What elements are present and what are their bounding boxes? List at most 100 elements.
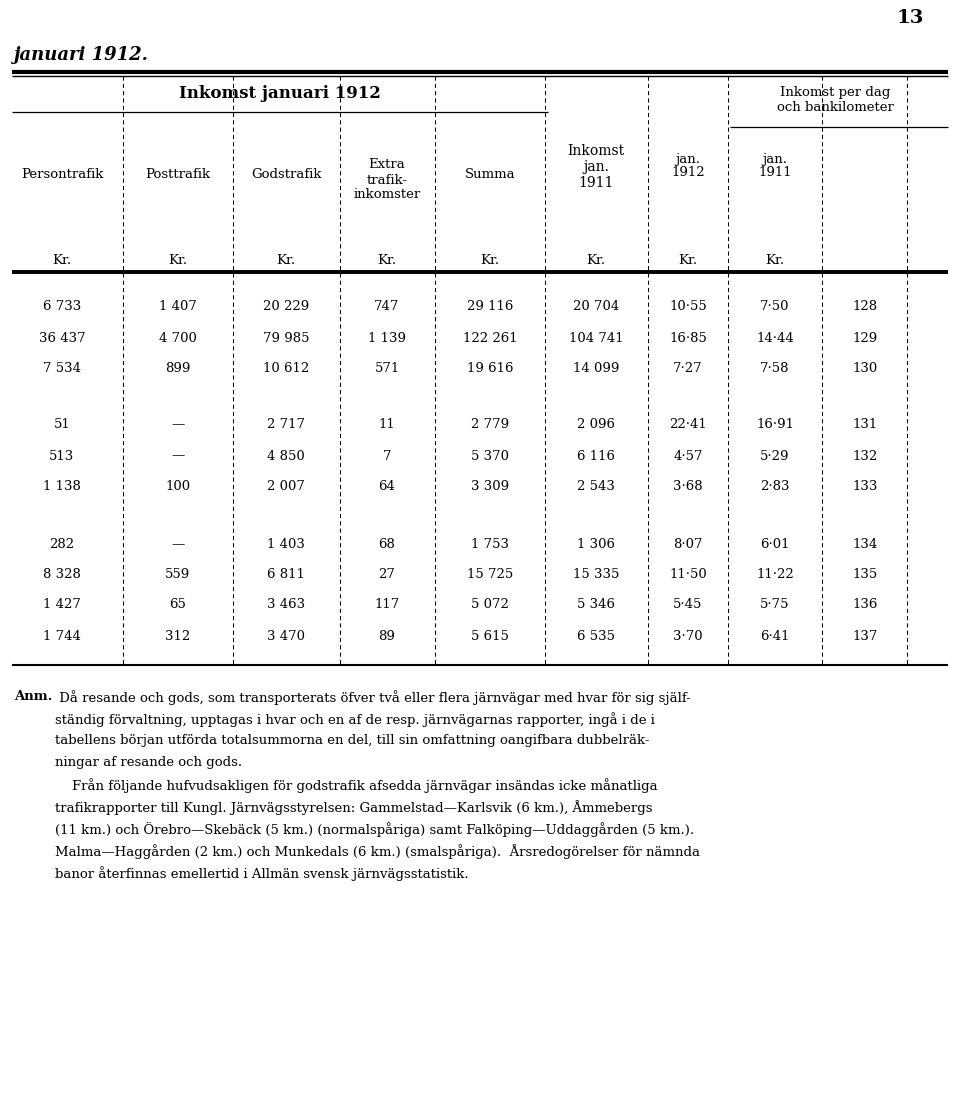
Text: 1 138: 1 138 bbox=[43, 480, 81, 494]
Text: Kr.: Kr. bbox=[480, 254, 499, 267]
Text: 513: 513 bbox=[49, 449, 75, 463]
Text: 5 370: 5 370 bbox=[471, 449, 509, 463]
Text: 129: 129 bbox=[852, 331, 877, 344]
Text: 131: 131 bbox=[852, 418, 877, 432]
Text: 29 116: 29 116 bbox=[467, 300, 514, 313]
Text: 2 779: 2 779 bbox=[471, 418, 509, 432]
Text: 27: 27 bbox=[378, 569, 396, 581]
Text: 4 700: 4 700 bbox=[159, 331, 197, 344]
Text: banor återfinnas emellertid i Allmän svensk järnvägsstatistik.: banor återfinnas emellertid i Allmän sve… bbox=[55, 866, 468, 881]
Text: 11: 11 bbox=[378, 418, 396, 432]
Text: 5·75: 5·75 bbox=[760, 599, 790, 611]
Text: 6 535: 6 535 bbox=[577, 630, 615, 642]
Text: 6 116: 6 116 bbox=[577, 449, 615, 463]
Text: 4·57: 4·57 bbox=[673, 449, 703, 463]
Text: 1 427: 1 427 bbox=[43, 599, 81, 611]
Text: ningar af resande och gods.: ningar af resande och gods. bbox=[55, 756, 242, 769]
Text: januari 1912.: januari 1912. bbox=[14, 46, 149, 64]
Text: 1912: 1912 bbox=[671, 166, 705, 178]
Text: 11·50: 11·50 bbox=[669, 569, 707, 581]
Text: 5 615: 5 615 bbox=[471, 630, 509, 642]
Text: Kr.: Kr. bbox=[377, 254, 396, 267]
Text: 65: 65 bbox=[170, 599, 186, 611]
Text: 10 612: 10 612 bbox=[263, 362, 309, 374]
Text: 899: 899 bbox=[165, 362, 191, 374]
Text: Då resande och gods, som transporterats öfver två eller flera järnvägar med hvar: Då resande och gods, som transporterats … bbox=[55, 690, 691, 705]
Text: Inkomst per dag
och bankilometer: Inkomst per dag och bankilometer bbox=[777, 86, 894, 114]
Text: 1 403: 1 403 bbox=[267, 538, 305, 551]
Text: 2 543: 2 543 bbox=[577, 480, 615, 494]
Text: Persontrafik: Persontrafik bbox=[21, 168, 103, 182]
Text: Godstrafik: Godstrafik bbox=[251, 168, 322, 182]
Text: 1 139: 1 139 bbox=[368, 331, 406, 344]
Text: 19 616: 19 616 bbox=[467, 362, 514, 374]
Text: 6 811: 6 811 bbox=[267, 569, 305, 581]
Text: 20 704: 20 704 bbox=[573, 300, 619, 313]
Text: 137: 137 bbox=[852, 630, 877, 642]
Text: 7·50: 7·50 bbox=[760, 300, 790, 313]
Text: Extra
trafik-
inkomster: Extra trafik- inkomster bbox=[353, 158, 420, 201]
Text: 7·58: 7·58 bbox=[760, 362, 790, 374]
Text: 2·83: 2·83 bbox=[760, 480, 790, 494]
Text: 5·29: 5·29 bbox=[760, 449, 790, 463]
Text: 68: 68 bbox=[378, 538, 396, 551]
Text: 117: 117 bbox=[374, 599, 399, 611]
Text: 22·41: 22·41 bbox=[669, 418, 707, 432]
Text: —: — bbox=[172, 538, 184, 551]
Text: 64: 64 bbox=[378, 480, 396, 494]
Text: Anm.: Anm. bbox=[14, 690, 53, 703]
Text: jan.: jan. bbox=[676, 154, 701, 166]
Text: 51: 51 bbox=[54, 418, 70, 432]
Text: 36 437: 36 437 bbox=[38, 331, 85, 344]
Text: 1 407: 1 407 bbox=[159, 300, 197, 313]
Text: 15 335: 15 335 bbox=[573, 569, 619, 581]
Text: —: — bbox=[172, 418, 184, 432]
Text: 10·55: 10·55 bbox=[669, 300, 707, 313]
Text: 135: 135 bbox=[852, 569, 877, 581]
Text: jan.: jan. bbox=[762, 154, 787, 166]
Text: 7 534: 7 534 bbox=[43, 362, 81, 374]
Text: 3 463: 3 463 bbox=[267, 599, 305, 611]
Text: ständig förvaltning, upptagas i hvar och en af de resp. järnvägarnas rapporter, : ständig förvaltning, upptagas i hvar och… bbox=[55, 712, 655, 727]
Text: 79 985: 79 985 bbox=[263, 331, 309, 344]
Text: (11 km.) och Örebro—Skebäck (5 km.) (normalspåriga) samt Falköping—Uddaggården (: (11 km.) och Örebro—Skebäck (5 km.) (nor… bbox=[55, 823, 694, 837]
Text: Inkomst
jan.
1911: Inkomst jan. 1911 bbox=[567, 144, 625, 190]
Text: 5 072: 5 072 bbox=[471, 599, 509, 611]
Text: 3·70: 3·70 bbox=[673, 630, 703, 642]
Text: 2 007: 2 007 bbox=[267, 480, 305, 494]
Text: 14 099: 14 099 bbox=[573, 362, 619, 374]
Text: 2 096: 2 096 bbox=[577, 418, 615, 432]
Text: 136: 136 bbox=[852, 599, 877, 611]
Text: 89: 89 bbox=[378, 630, 396, 642]
Text: 2 717: 2 717 bbox=[267, 418, 305, 432]
Text: 130: 130 bbox=[852, 362, 877, 374]
Text: Inkomst januari 1912: Inkomst januari 1912 bbox=[180, 85, 381, 103]
Text: trafikrapporter till Kungl. Järnvägsstyrelsen: Gammelstad—Karlsvik (6 km.), Åmme: trafikrapporter till Kungl. Järnvägsstyr… bbox=[55, 800, 653, 815]
Text: Kr.: Kr. bbox=[276, 254, 296, 267]
Text: tabellens början utförda totalsummorna en del, till sin omfattning oangifbara du: tabellens början utförda totalsummorna e… bbox=[55, 734, 650, 747]
Text: 8 328: 8 328 bbox=[43, 569, 81, 581]
Text: 1 744: 1 744 bbox=[43, 630, 81, 642]
Text: 122 261: 122 261 bbox=[463, 331, 517, 344]
Text: 282: 282 bbox=[49, 538, 75, 551]
Text: Från följande hufvudsakligen för godstrafik afsedda järnvägar insändas icke måna: Från följande hufvudsakligen för godstra… bbox=[55, 778, 658, 793]
Text: 133: 133 bbox=[852, 480, 877, 494]
Text: 8·07: 8·07 bbox=[673, 538, 703, 551]
Text: 3·68: 3·68 bbox=[673, 480, 703, 494]
Text: 1 753: 1 753 bbox=[471, 538, 509, 551]
Text: 20 229: 20 229 bbox=[263, 300, 309, 313]
Text: 3 309: 3 309 bbox=[471, 480, 509, 494]
Text: Kr.: Kr. bbox=[679, 254, 698, 267]
Text: 1 306: 1 306 bbox=[577, 538, 615, 551]
Text: 3 470: 3 470 bbox=[267, 630, 305, 642]
Text: Posttrafik: Posttrafik bbox=[145, 168, 210, 182]
Text: 13: 13 bbox=[897, 9, 924, 27]
Text: 6·41: 6·41 bbox=[760, 630, 790, 642]
Text: Kr.: Kr. bbox=[765, 254, 784, 267]
Text: 312: 312 bbox=[165, 630, 191, 642]
Text: Malma—Haggården (2 km.) och Munkedals (6 km.) (smalspåriga).  Årsredogörelser fö: Malma—Haggården (2 km.) och Munkedals (6… bbox=[55, 844, 700, 859]
Text: 6 733: 6 733 bbox=[43, 300, 82, 313]
Text: 5·45: 5·45 bbox=[673, 599, 703, 611]
Text: 4 850: 4 850 bbox=[267, 449, 305, 463]
Text: 104 741: 104 741 bbox=[568, 331, 623, 344]
